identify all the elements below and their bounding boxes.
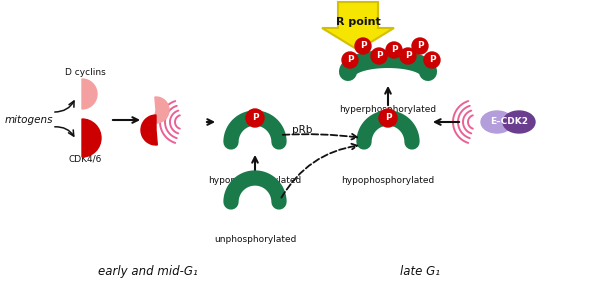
- Text: D cyclins: D cyclins: [65, 68, 106, 77]
- Text: CDK4/6: CDK4/6: [68, 154, 101, 163]
- Circle shape: [355, 38, 371, 54]
- Text: P: P: [391, 46, 397, 55]
- Wedge shape: [82, 79, 97, 109]
- Circle shape: [386, 42, 402, 58]
- Polygon shape: [322, 2, 394, 50]
- Text: unphosphorylated: unphosphorylated: [214, 235, 296, 244]
- Text: P: P: [428, 55, 436, 64]
- Ellipse shape: [503, 111, 535, 133]
- Wedge shape: [154, 97, 169, 123]
- Wedge shape: [82, 119, 101, 157]
- Text: P: P: [251, 113, 259, 122]
- Circle shape: [246, 109, 264, 127]
- Text: mitogens: mitogens: [5, 115, 53, 125]
- Circle shape: [342, 52, 358, 68]
- Text: late G₁: late G₁: [400, 265, 440, 278]
- Circle shape: [412, 38, 428, 54]
- Circle shape: [424, 52, 440, 68]
- Text: hyperphosphorylated: hyperphosphorylated: [340, 105, 437, 114]
- Circle shape: [371, 48, 387, 64]
- Text: pRb: pRb: [292, 125, 313, 135]
- Circle shape: [400, 48, 416, 64]
- Text: P: P: [404, 52, 412, 61]
- Text: P: P: [416, 41, 424, 50]
- Text: hypophosphorylated: hypophosphorylated: [208, 176, 302, 185]
- Text: P: P: [347, 55, 353, 64]
- Text: E–CDK2: E–CDK2: [490, 117, 528, 126]
- Circle shape: [379, 109, 397, 127]
- Ellipse shape: [481, 111, 513, 133]
- Text: R point: R point: [335, 17, 380, 27]
- Wedge shape: [141, 115, 157, 145]
- Text: hypophosphorylated: hypophosphorylated: [341, 176, 434, 185]
- Text: P: P: [376, 52, 382, 61]
- Text: P: P: [359, 41, 367, 50]
- Text: early and mid-G₁: early and mid-G₁: [98, 265, 198, 278]
- Text: P: P: [385, 113, 391, 122]
